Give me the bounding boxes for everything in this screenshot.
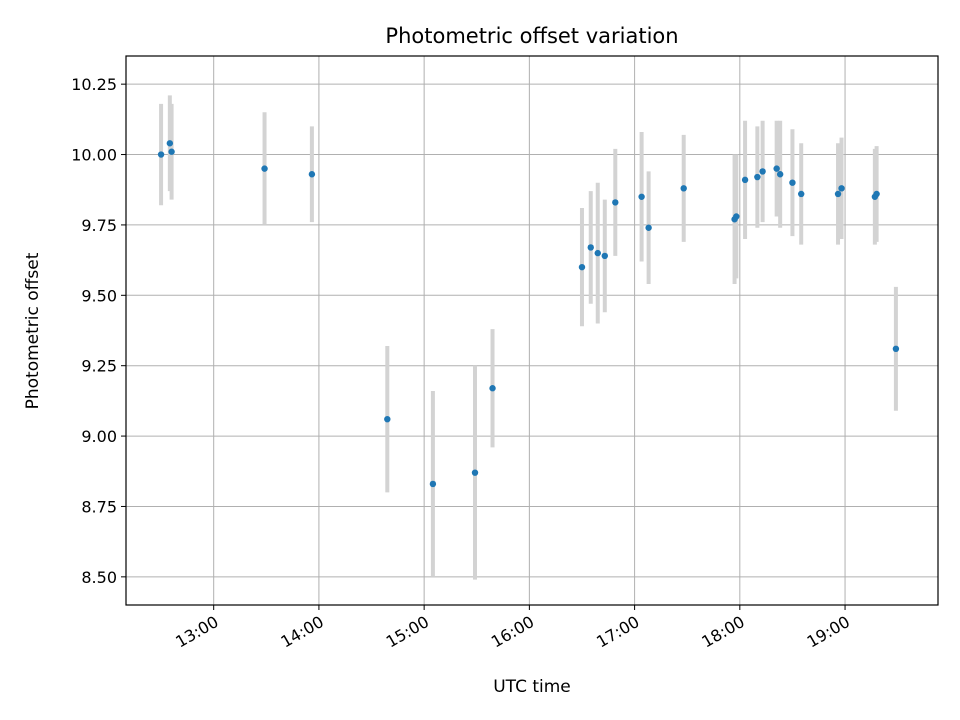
y-tick-label: 8.50 xyxy=(81,568,117,587)
y-tick-label: 10.25 xyxy=(71,75,117,94)
data-point xyxy=(638,193,645,200)
data-point xyxy=(754,173,761,181)
y-tick-label: 9.00 xyxy=(81,427,117,446)
y-tick-label: 10.00 xyxy=(71,146,117,165)
y-tick-label: 9.25 xyxy=(81,357,117,376)
chart-title: Photometric offset variation xyxy=(385,24,678,48)
error-bars xyxy=(159,95,898,580)
data-point xyxy=(834,190,842,198)
data-point xyxy=(489,385,496,392)
data-point xyxy=(261,165,268,172)
data-points xyxy=(157,140,900,488)
x-tick-label: 14:00 xyxy=(277,612,326,652)
x-tick-label: 13:00 xyxy=(172,612,221,652)
x-tick-label: 15:00 xyxy=(383,612,432,652)
y-axis-ticks: 8.50 8.75 9.00 9.25 9.50 9.75 10.00 10.25 xyxy=(71,75,126,587)
data-point xyxy=(168,148,175,155)
x-tick-label: 18:00 xyxy=(698,612,747,652)
y-tick-label: 8.75 xyxy=(81,497,117,516)
data-point xyxy=(594,249,601,257)
data-point xyxy=(384,415,391,423)
data-point xyxy=(798,190,805,198)
plot-frame xyxy=(125,55,939,606)
y-tick-label: 9.75 xyxy=(81,216,117,235)
data-point xyxy=(773,165,780,172)
data-point xyxy=(733,213,740,220)
data-point xyxy=(741,176,749,184)
data-point xyxy=(601,252,608,260)
data-point xyxy=(587,244,594,251)
y-tick-label: 9.50 xyxy=(81,286,117,305)
x-axis-ticks: 13:00 14:00 15:00 16:00 17:00 18:00 19:00 xyxy=(172,605,853,652)
data-point xyxy=(645,224,652,231)
data-point xyxy=(308,171,316,178)
x-tick-label: 17:00 xyxy=(593,612,642,652)
data-point xyxy=(776,171,784,178)
data-point xyxy=(759,168,766,175)
data-point xyxy=(873,190,880,198)
data-point xyxy=(578,263,586,271)
data-point xyxy=(166,140,174,147)
data-point xyxy=(612,199,619,206)
data-point xyxy=(429,480,437,488)
data-point xyxy=(471,469,479,476)
data-point xyxy=(838,185,845,192)
data-point xyxy=(680,185,687,192)
x-tick-label: 16:00 xyxy=(488,612,537,652)
y-axis-label: Photometric offset xyxy=(23,252,43,409)
x-axis-label: UTC time xyxy=(493,677,571,697)
data-point xyxy=(789,179,796,186)
grid xyxy=(126,56,938,605)
x-tick-label: 19:00 xyxy=(804,612,853,652)
data-point xyxy=(157,151,165,158)
data-point xyxy=(892,345,900,352)
